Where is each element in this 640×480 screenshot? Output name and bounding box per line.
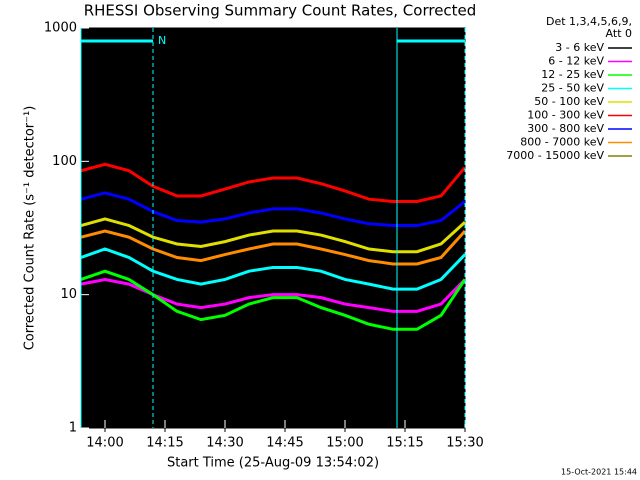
x-tick-label: 15:15 bbox=[386, 436, 423, 451]
series-line bbox=[81, 313, 466, 350]
chart-title: RHESSI Observing Summary Count Rates, Co… bbox=[84, 2, 477, 20]
y-tick-label: 1 bbox=[69, 421, 77, 436]
legend-title: Att 0 bbox=[606, 27, 632, 40]
legend-label: 800 - 7000 keV bbox=[520, 136, 604, 149]
x-tick-label: 14:15 bbox=[146, 436, 183, 451]
series-line bbox=[80, 229, 467, 266]
x-axis-label: Start Time (25-Aug-09 13:54:02) bbox=[167, 456, 379, 471]
y-axis-label: Corrected Count Rate (s⁻¹ detector⁻¹) bbox=[23, 106, 38, 351]
legend-label: 100 - 300 keV bbox=[527, 109, 604, 122]
series-line bbox=[80, 162, 467, 203]
legend-title: Det 1,3,4,5,6,9, bbox=[546, 15, 632, 28]
y-tick-label: 10 bbox=[60, 287, 77, 302]
x-tick-label: 15:30 bbox=[446, 436, 483, 451]
timestamp: 15-Oct-2021 15:44 bbox=[561, 468, 637, 477]
plot-background bbox=[81, 28, 465, 428]
legend-label: 3 - 6 keV bbox=[555, 41, 604, 54]
series-line bbox=[80, 269, 467, 331]
legend-label: 300 - 800 keV bbox=[527, 122, 604, 135]
series-line bbox=[80, 191, 466, 228]
x-tick-label: 14:00 bbox=[86, 436, 123, 451]
y-tick-label: 100 bbox=[52, 154, 77, 169]
night-label: N bbox=[158, 34, 166, 47]
legend-label: 12 - 25 keV bbox=[541, 68, 604, 81]
series-line bbox=[80, 217, 467, 254]
x-tick-label: 14:45 bbox=[266, 436, 303, 451]
x-tick-label: 15:00 bbox=[326, 436, 363, 451]
legend-label: 7000 - 15000 keV bbox=[506, 149, 604, 162]
legend-label: 6 - 12 keV bbox=[548, 55, 604, 68]
x-tick-label: 14:30 bbox=[206, 436, 243, 451]
legend-label: 50 - 100 keV bbox=[534, 95, 604, 108]
series-line bbox=[80, 247, 467, 291]
y-tick-label: 1000 bbox=[44, 21, 77, 36]
legend-label: 25 - 50 keV bbox=[541, 82, 604, 95]
